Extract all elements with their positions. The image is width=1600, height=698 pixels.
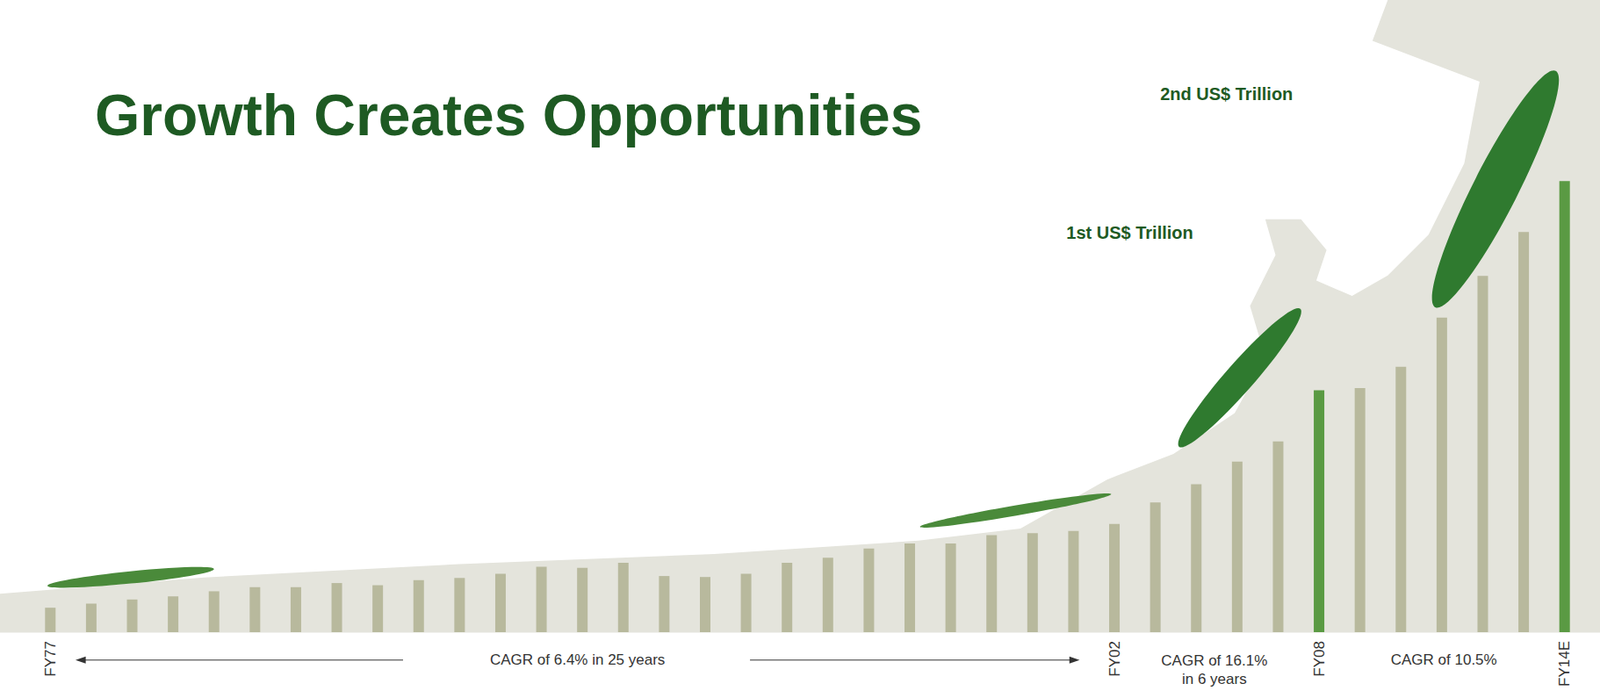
svg-text:CAGR of 10.5%: CAGR of 10.5% xyxy=(1390,651,1498,669)
svg-text:FY08: FY08 xyxy=(1311,641,1328,678)
svg-text:1st US$ Trillion: 1st US$ Trillion xyxy=(1066,223,1193,243)
svg-text:2nd US$ Trillion: 2nd US$ Trillion xyxy=(1160,84,1293,104)
svg-text:FY77: FY77 xyxy=(42,641,59,678)
svg-text:FY02: FY02 xyxy=(1106,641,1124,678)
svg-text:CAGR of 16.1%: CAGR of 16.1% xyxy=(1160,652,1268,670)
svg-text:FY14E: FY14E xyxy=(1556,641,1573,687)
svg-text:Growth Creates Opportunities: Growth Creates Opportunities xyxy=(94,82,923,148)
svg-text:CAGR of 6.4% in 25 years: CAGR of 6.4% in 25 years xyxy=(490,651,665,669)
svg-text:in 6 years: in 6 years xyxy=(1181,670,1247,688)
